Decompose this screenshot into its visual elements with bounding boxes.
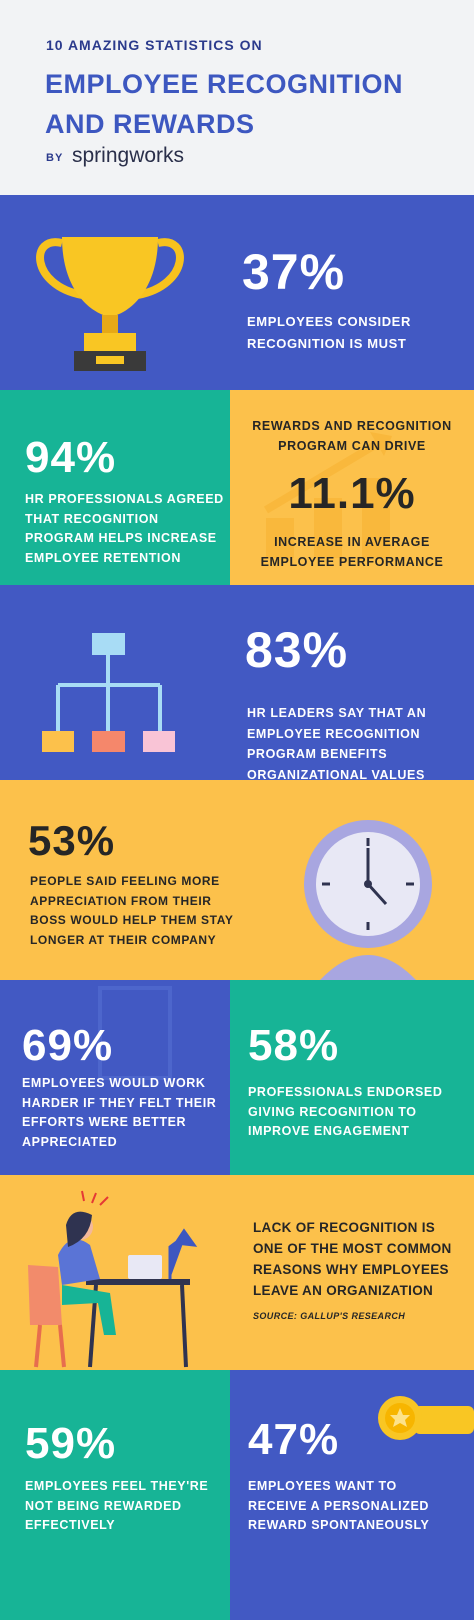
trophy-stem bbox=[102, 315, 118, 335]
trophy-icon bbox=[36, 237, 184, 371]
section-yellow: LACK OF RECOGNITION IS ONE OF THE MOST CO… bbox=[0, 1175, 474, 1370]
text-line: LACK OF RECOGNITION IS bbox=[253, 1220, 436, 1235]
text-line: EMPLOYEES FEEL THEY'RE bbox=[25, 1479, 209, 1493]
quote-text: LACK OF RECOGNITION IS ONE OF THE MOST CO… bbox=[253, 1217, 452, 1301]
text-line: HARDER IF THEY FELT THEIR bbox=[22, 1095, 217, 1110]
text-line: HR LEADERS SAY THAT AN bbox=[247, 706, 427, 720]
kicker: 10 AMAZING STATISTICS ON bbox=[46, 37, 263, 53]
stat-value: 37% bbox=[242, 244, 346, 300]
stat-text: HR PROFESSIONALS AGREED THAT RECOGNITION P… bbox=[25, 490, 224, 568]
coin-icon bbox=[378, 1396, 474, 1440]
stat-value: 47% bbox=[248, 1415, 340, 1464]
section-blue: 69% EMPLOYEES WOULD WORK HARDER IF THEY F… bbox=[0, 980, 230, 1175]
text-line: GIVING RECOGNITION TO bbox=[248, 1104, 417, 1119]
by-label: BY bbox=[46, 152, 64, 164]
stat-text: EMPLOYEES FEEL THEY'RE NOT BEING REWARDED… bbox=[25, 1477, 208, 1536]
text-line: EMPLOYEE RECOGNITION bbox=[247, 726, 421, 741]
stat-text: EMPLOYEES CONSIDER RECOGNITION IS MUST bbox=[247, 311, 411, 355]
text-line: HR PROFESSIONALS AGREED bbox=[25, 492, 224, 506]
trophy-cup bbox=[62, 237, 158, 317]
document-watermark bbox=[98, 986, 172, 1080]
text-line: EMPLOYEES WOULD WORK bbox=[22, 1076, 206, 1090]
text-line: THAT RECOGNITION bbox=[25, 511, 159, 526]
section-teal: 59% EMPLOYEES FEEL THEY'RE NOT BEING REWA… bbox=[0, 1370, 230, 1620]
stat-text: EMPLOYEES WOULD WORK HARDER IF THEY FELT … bbox=[22, 1074, 216, 1152]
section-yellow: REWARDS AND RECOGNITION PROGRAM CAN DRIVE… bbox=[230, 390, 474, 585]
trophy-base bbox=[84, 333, 136, 353]
text-line: AND REWARDS bbox=[45, 109, 255, 139]
stat-value: 59% bbox=[25, 1419, 117, 1468]
trophy-handle bbox=[36, 238, 83, 299]
stat-text: INCREASE IN AVERAGE EMPLOYEE PERFORMANCE bbox=[230, 533, 474, 572]
text-line: PROGRAM CAN DRIVE bbox=[278, 438, 426, 453]
growth-bars bbox=[263, 432, 392, 558]
trophy-plate bbox=[96, 356, 124, 364]
text-line: ONE OF THE MOST COMMON bbox=[253, 1241, 452, 1256]
stat-value: 53% bbox=[28, 817, 116, 864]
section-teal: 58% PROFESSIONALS ENDORSED GIVING RECOGNI… bbox=[230, 980, 474, 1175]
text-line: LEAVE AN ORGANIZATION bbox=[253, 1283, 434, 1298]
person-at-desk bbox=[28, 1190, 198, 1368]
section-blue: 83% HR LEADERS SAY THAT AN EMPLOYEE RECOG… bbox=[0, 585, 474, 782]
stat-text: HR LEADERS SAY THAT AN EMPLOYEE RECOGNITI… bbox=[247, 703, 426, 785]
text-line: EMPLOYEES WANT TO bbox=[248, 1479, 397, 1493]
stat-value: 58% bbox=[248, 1021, 340, 1070]
section-teal: 94% HR PROFESSIONALS AGREED THAT RECOGNIT… bbox=[0, 390, 230, 585]
text-line: NOT BEING REWARDED bbox=[25, 1498, 182, 1513]
text-line: REWARD SPONTANEOUSLY bbox=[248, 1518, 430, 1532]
text-line: EMPLOYEE PERFORMANCE bbox=[260, 554, 444, 569]
text-line: REASONS WHY EMPLOYEES bbox=[253, 1262, 449, 1277]
header: 10 AMAZING STATISTICS ON EMPLOYEE RECOGN… bbox=[0, 0, 474, 195]
stat-value: 83% bbox=[245, 622, 349, 678]
text-line: EFFECTIVELY bbox=[25, 1518, 116, 1532]
text-line: APPRECIATION FROM THEIR bbox=[30, 893, 212, 908]
text-line: PEOPLE SAID FEELING MORE bbox=[30, 874, 220, 888]
org-chart-icon bbox=[42, 633, 175, 752]
text-line: INCREASE IN AVERAGE bbox=[274, 535, 430, 549]
text-line: LONGER AT THEIR COMPANY bbox=[30, 932, 217, 947]
title: EMPLOYEE RECOGNITION AND REWARDS bbox=[45, 64, 403, 144]
text-line: EMPLOYEES CONSIDER bbox=[247, 314, 411, 329]
lead-text: REWARDS AND RECOGNITION PROGRAM CAN DRIVE bbox=[230, 417, 474, 456]
text-line: RECOGNITION IS MUST bbox=[247, 336, 407, 351]
text-line: ORGANIZATIONAL VALUES bbox=[247, 767, 425, 782]
text-line: EMPLOYEE RETENTION bbox=[25, 550, 181, 565]
text-line: PROFESSIONALS ENDORSED bbox=[248, 1085, 443, 1099]
stat-value: 94% bbox=[25, 433, 117, 482]
text-line: IMPROVE ENGAGEMENT bbox=[248, 1124, 410, 1138]
text-line: RECEIVE A PERSONALIZED bbox=[248, 1498, 430, 1513]
source: SOURCE: GALLUP'S RESEARCH bbox=[253, 1311, 406, 1321]
text-line: PROGRAM BENEFITS bbox=[247, 747, 388, 761]
clock-icon bbox=[304, 820, 432, 980]
text-line: PROGRAM HELPS INCREASE bbox=[25, 531, 217, 545]
text-line: EFFORTS WERE BETTER bbox=[22, 1115, 187, 1129]
section-blue: 37% EMPLOYEES CONSIDER RECOGNITION IS MUS… bbox=[0, 195, 474, 390]
section-yellow: 53% PEOPLE SAID FEELING MORE APPRECIATION… bbox=[0, 780, 474, 980]
stat-value: 69% bbox=[22, 1021, 114, 1070]
stat-text: PROFESSIONALS ENDORSED GIVING RECOGNITION… bbox=[248, 1083, 442, 1142]
text-line: REWARDS AND RECOGNITION bbox=[252, 419, 452, 433]
section-blue: 47% EMPLOYEES WANT TO RECEIVE A PERSONALI… bbox=[230, 1370, 474, 1620]
brand: springworks bbox=[72, 144, 185, 167]
stat-text: PEOPLE SAID FEELING MORE APPRECIATION FRO… bbox=[30, 872, 233, 950]
text-line: BOSS WOULD HELP THEM STAY bbox=[30, 913, 234, 927]
text-line: EMPLOYEE RECOGNITION bbox=[45, 69, 404, 99]
stat-value: 11.1% bbox=[288, 469, 416, 518]
stat-text: EMPLOYEES WANT TO RECEIVE A PERSONALIZED R… bbox=[248, 1477, 429, 1536]
text-line: APPRECIATED bbox=[22, 1134, 118, 1149]
trophy-handle bbox=[137, 238, 184, 299]
